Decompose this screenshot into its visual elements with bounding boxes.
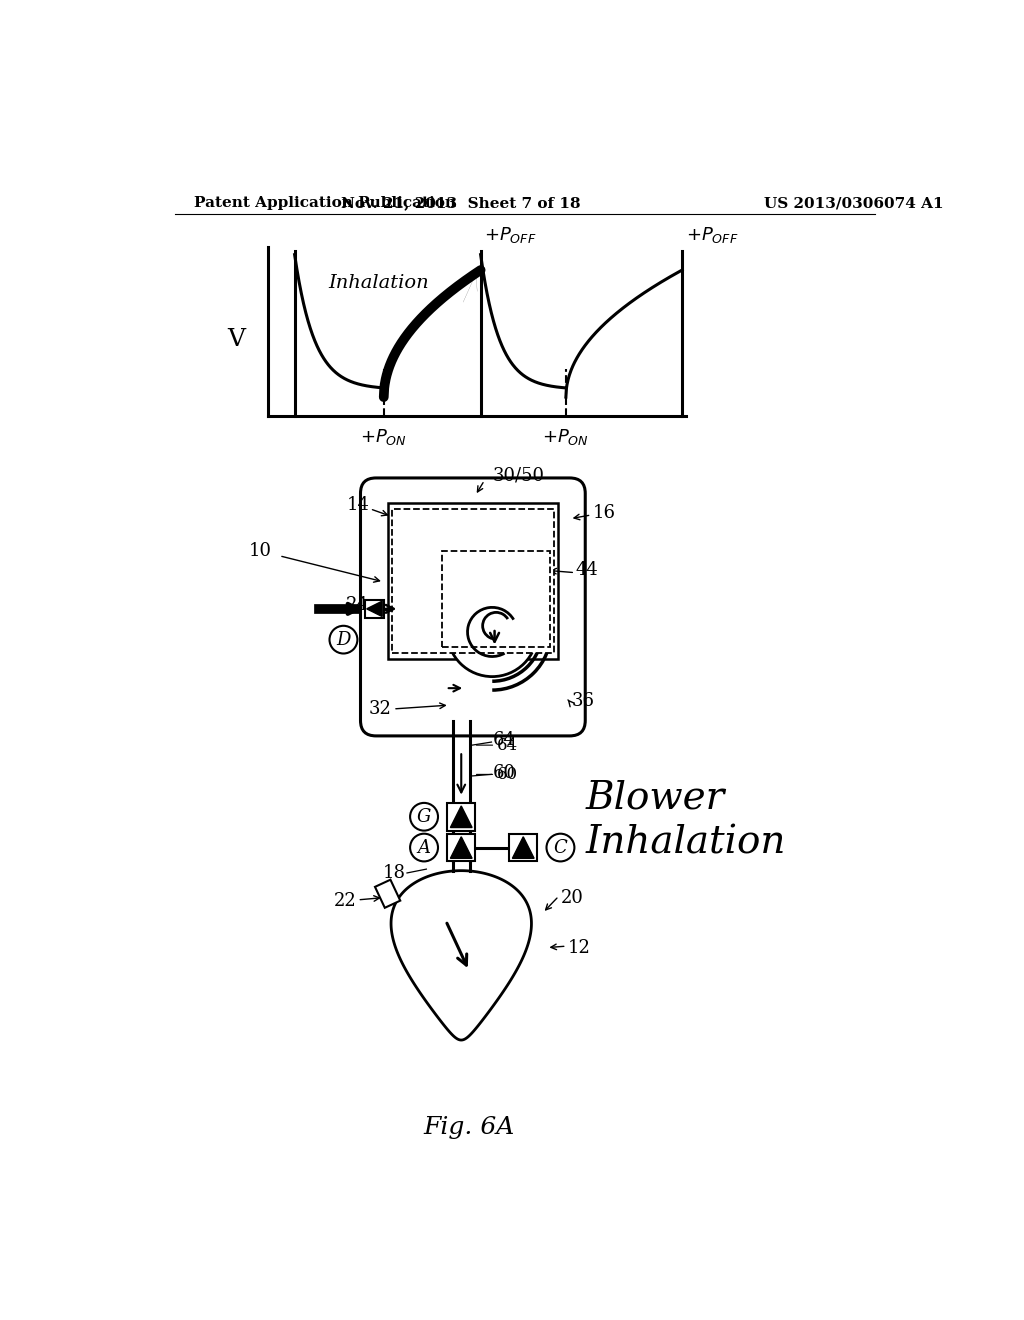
Text: $+P_{OFF}$: $+P_{OFF}$ [686,224,738,244]
Circle shape [410,803,438,830]
Text: 32: 32 [369,700,391,718]
Text: C: C [554,838,567,857]
Text: Blower
Inhalation: Blower Inhalation [586,779,785,862]
Text: 64: 64 [497,737,518,754]
Text: G: G [417,808,431,826]
Text: A: A [418,838,430,857]
FancyBboxPatch shape [360,478,586,737]
Bar [391,508,554,653]
Circle shape [547,834,574,862]
Text: Nov. 21, 2013  Sheet 7 of 18: Nov. 21, 2013 Sheet 7 of 18 [341,197,581,210]
Text: 12: 12 [568,939,591,957]
Text: 14: 14 [347,496,370,513]
Text: 20: 20 [560,888,584,907]
Text: V: V [227,327,246,351]
Text: 18: 18 [382,865,406,882]
Text: $+P_{ON}$: $+P_{ON}$ [360,428,408,447]
Text: 60: 60 [493,764,516,781]
Text: US 2013/0306074 A1: US 2013/0306074 A1 [764,197,943,210]
Bar [447,803,475,830]
Text: 10: 10 [249,543,271,560]
Polygon shape [451,837,472,858]
Text: 44: 44 [575,561,599,579]
Text: $+P_{OFF}$: $+P_{OFF}$ [484,224,537,244]
Text: Fig. 6A: Fig. 6A [423,1115,515,1139]
Text: 22: 22 [334,892,356,911]
Polygon shape [512,837,535,858]
Text: 36: 36 [571,692,594,710]
Polygon shape [451,807,472,828]
Bar [442,552,550,647]
Circle shape [330,626,357,653]
Bar [447,834,475,862]
Text: Patent Application Publication: Patent Application Publication [194,197,456,210]
Bar [366,599,384,618]
Circle shape [447,587,538,677]
Text: 30/50: 30/50 [493,467,544,484]
Polygon shape [367,601,382,616]
Bar [509,834,538,862]
Text: 64: 64 [493,731,516,748]
Text: $+P_{ON}$: $+P_{ON}$ [543,428,590,447]
Text: 24: 24 [345,597,369,614]
Text: 16: 16 [593,504,616,521]
Text: D: D [336,631,350,648]
Polygon shape [391,871,531,1040]
Circle shape [410,834,438,862]
Text: Inhalation: Inhalation [328,275,429,292]
Bar [388,503,558,659]
Polygon shape [375,879,400,908]
Text: 60: 60 [497,766,518,783]
